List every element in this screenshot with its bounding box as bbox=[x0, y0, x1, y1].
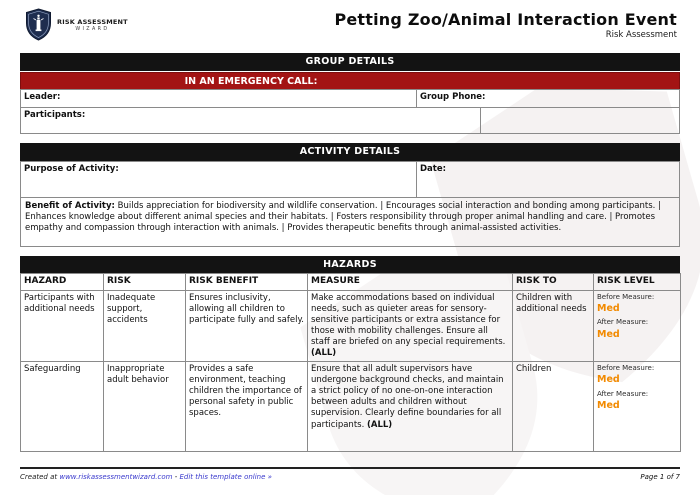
after-measure-level: Med bbox=[597, 328, 620, 340]
risk-to-cell: Children bbox=[512, 361, 594, 453]
footer-created-prefix: Created at bbox=[20, 473, 58, 481]
emergency-call-bar: IN AN EMERGENCY CALL: bbox=[20, 72, 680, 90]
col-risk: RISK bbox=[103, 273, 186, 291]
risk-to-cell: Children with additional needs bbox=[512, 289, 594, 363]
document-subtitle: Risk Assessment bbox=[605, 30, 677, 40]
col-measure: MEASURE bbox=[307, 273, 513, 291]
col-risk-to: RISK TO bbox=[512, 273, 594, 291]
hazards-table-header-row: HAZARD RISK RISK BENEFIT MEASURE RISK TO… bbox=[20, 273, 681, 291]
col-hazard: HAZARD bbox=[20, 273, 104, 291]
participants-field: Participants: bbox=[21, 108, 481, 133]
purpose-date-row: Purpose of Activity: Date: bbox=[20, 161, 680, 198]
edit-template-link[interactable]: Edit this template online » bbox=[179, 473, 272, 481]
measure-text: Make accommodations based on individual … bbox=[311, 293, 506, 348]
group-phone-field: Group Phone: bbox=[417, 90, 679, 107]
leader-field: Leader: bbox=[21, 90, 417, 107]
document-title: Petting Zoo/Animal Interaction Event bbox=[334, 10, 677, 29]
participants-extra-cell bbox=[481, 108, 679, 133]
col-risk-benefit: RISK BENEFIT bbox=[185, 273, 308, 291]
leader-row: Leader: Group Phone: bbox=[20, 89, 680, 108]
date-field: Date: bbox=[417, 162, 679, 197]
logo-line2: WIZARD bbox=[75, 26, 110, 32]
hazard-row: Safeguarding Inappropriate adult behavio… bbox=[20, 361, 681, 453]
risk-level-cell: Before Measure: Med After Measure: Med bbox=[593, 289, 681, 363]
purpose-label: Purpose of Activity: bbox=[24, 164, 119, 174]
hazard-cell: Safeguarding bbox=[20, 361, 104, 453]
activity-details-header: ACTIVITY DETAILS bbox=[20, 143, 680, 161]
hazard-cell: Participants with additional needs bbox=[20, 289, 104, 363]
risk-cell: Inappropriate adult behavior bbox=[103, 361, 186, 453]
site-link[interactable]: www.riskassessmentwizard.com bbox=[59, 473, 173, 481]
page-number: Page 1 of 7 bbox=[640, 473, 680, 481]
measure-cell: Ensure that all adult supervisors have u… bbox=[307, 361, 513, 453]
measure-cell: Make accommodations based on individual … bbox=[307, 289, 513, 363]
after-measure-label: After Measure: bbox=[597, 389, 649, 398]
group-phone-label: Group Phone: bbox=[420, 92, 486, 102]
participants-label: Participants: bbox=[24, 110, 86, 120]
before-measure-label: Before Measure: bbox=[597, 293, 655, 301]
date-label: Date: bbox=[420, 164, 447, 174]
benefit-label: Benefit of Activity: bbox=[25, 201, 115, 211]
document-body: GROUP DETAILS IN AN EMERGENCY CALL: Lead… bbox=[20, 53, 681, 453]
risk-cell: Inadequate support, accidents bbox=[103, 289, 186, 363]
emergency-call-label: IN AN EMERGENCY CALL: bbox=[184, 75, 318, 87]
risk-level-cell: Before Measure: Med After Measure: Med bbox=[593, 361, 681, 453]
before-measure-level: Med bbox=[597, 303, 620, 315]
logo-line1: RISK ASSESSMENT bbox=[57, 17, 128, 26]
group-details-header: GROUP DETAILS bbox=[20, 53, 680, 71]
participants-row: Participants: bbox=[20, 107, 680, 134]
measure-scope: (ALL) bbox=[311, 348, 337, 359]
brand-logo: RISK ASSESSMENT WIZARD bbox=[25, 8, 128, 41]
risk-benefit-cell: Provides a safe environment, teaching ch… bbox=[185, 361, 308, 453]
hazard-row: Participants with additional needs Inade… bbox=[20, 289, 681, 363]
brand-logo-text: RISK ASSESSMENT WIZARD bbox=[57, 18, 128, 32]
hazards-header: HAZARDS bbox=[20, 256, 680, 274]
footer-separator: - bbox=[174, 473, 178, 481]
leader-label: Leader: bbox=[24, 92, 61, 102]
before-measure-level: Med bbox=[597, 374, 620, 386]
purpose-field: Purpose of Activity: bbox=[21, 162, 417, 197]
benefit-text: Builds appreciation for biodiversity and… bbox=[25, 201, 661, 234]
col-risk-level: RISK LEVEL bbox=[593, 273, 681, 291]
page-header: RISK ASSESSMENT WIZARD Petting Zoo/Anima… bbox=[25, 7, 677, 49]
after-measure-label: After Measure: bbox=[597, 318, 649, 327]
page-footer: Created at www.riskassessmentwizard.com … bbox=[20, 467, 680, 481]
before-measure-label: Before Measure: bbox=[597, 364, 655, 373]
after-measure-level: Med bbox=[597, 399, 620, 411]
benefit-field: Benefit of Activity: Builds appreciation… bbox=[21, 198, 679, 246]
benefit-row: Benefit of Activity: Builds appreciation… bbox=[20, 197, 680, 247]
title-block: Petting Zoo/Animal Interaction Event Ris… bbox=[334, 10, 677, 40]
risk-benefit-cell: Ensures inclusivity, allowing all childr… bbox=[185, 289, 308, 363]
footer-credit: Created at www.riskassessmentwizard.com … bbox=[20, 473, 272, 481]
shield-logo-icon bbox=[26, 8, 51, 41]
measure-text: Ensure that all adult supervisors have u… bbox=[311, 364, 504, 430]
measure-scope: (ALL) bbox=[367, 419, 393, 430]
hazards-table: HAZARD RISK RISK BENEFIT MEASURE RISK TO… bbox=[20, 273, 681, 453]
